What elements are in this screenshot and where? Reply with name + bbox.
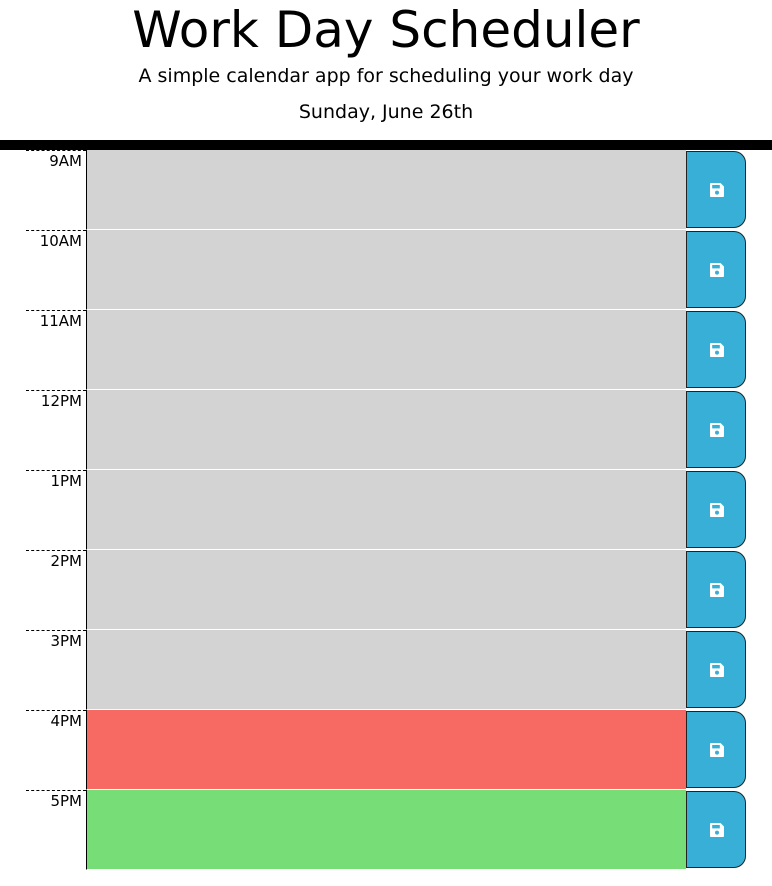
save-button[interactable] xyxy=(686,311,746,388)
event-description-input[interactable] xyxy=(86,710,686,790)
floppy-disk-icon xyxy=(710,663,724,677)
time-block-row: 9AM xyxy=(0,150,772,230)
event-description-input[interactable] xyxy=(86,150,686,230)
time-block-row: 10AM xyxy=(0,230,772,310)
floppy-disk-icon xyxy=(710,423,724,437)
hour-label: 5PM xyxy=(26,790,86,870)
time-block-row: 3PM xyxy=(0,630,772,710)
event-description-input[interactable] xyxy=(86,790,686,870)
event-description-input[interactable] xyxy=(86,230,686,310)
time-block-row: 4PM xyxy=(0,710,772,790)
page-subtitle: A simple calendar app for scheduling you… xyxy=(138,65,634,87)
event-description-input[interactable] xyxy=(86,310,686,390)
hour-label: 12PM xyxy=(26,390,86,470)
hour-label: 9AM xyxy=(26,150,86,230)
save-button[interactable] xyxy=(686,711,746,788)
event-description-input[interactable] xyxy=(86,470,686,550)
save-button[interactable] xyxy=(686,551,746,628)
event-description-input[interactable] xyxy=(86,550,686,630)
time-block-row: 11AM xyxy=(0,310,772,390)
save-button[interactable] xyxy=(686,471,746,548)
floppy-disk-icon xyxy=(710,823,724,837)
hour-label: 2PM xyxy=(26,550,86,630)
floppy-disk-icon xyxy=(710,263,724,277)
floppy-disk-icon xyxy=(710,743,724,757)
header: Work Day Scheduler A simple calendar app… xyxy=(0,0,772,140)
save-button[interactable] xyxy=(686,631,746,708)
floppy-disk-icon xyxy=(710,583,724,597)
event-description-input[interactable] xyxy=(86,630,686,710)
save-button[interactable] xyxy=(686,391,746,468)
page-title: Work Day Scheduler xyxy=(132,1,640,59)
hour-label: 10AM xyxy=(26,230,86,310)
floppy-disk-icon xyxy=(710,503,724,517)
time-block-row: 1PM xyxy=(0,470,772,550)
current-day: Sunday, June 26th xyxy=(298,101,474,123)
floppy-disk-icon xyxy=(710,343,724,357)
schedule-container: 9AM 10AM 11AM 12PM 1PM 2PM 3PM 4PM 5PM xyxy=(0,150,772,870)
header-divider xyxy=(0,140,772,150)
time-block-row: 5PM xyxy=(0,790,772,870)
hour-label: 1PM xyxy=(26,470,86,550)
time-block-row: 12PM xyxy=(0,390,772,470)
hour-label: 4PM xyxy=(26,710,86,790)
hour-label: 11AM xyxy=(26,310,86,390)
time-block-row: 2PM xyxy=(0,550,772,630)
hour-label: 3PM xyxy=(26,630,86,710)
save-button[interactable] xyxy=(686,791,746,868)
event-description-input[interactable] xyxy=(86,390,686,470)
floppy-disk-icon xyxy=(710,183,724,197)
save-button[interactable] xyxy=(686,151,746,228)
save-button[interactable] xyxy=(686,231,746,308)
